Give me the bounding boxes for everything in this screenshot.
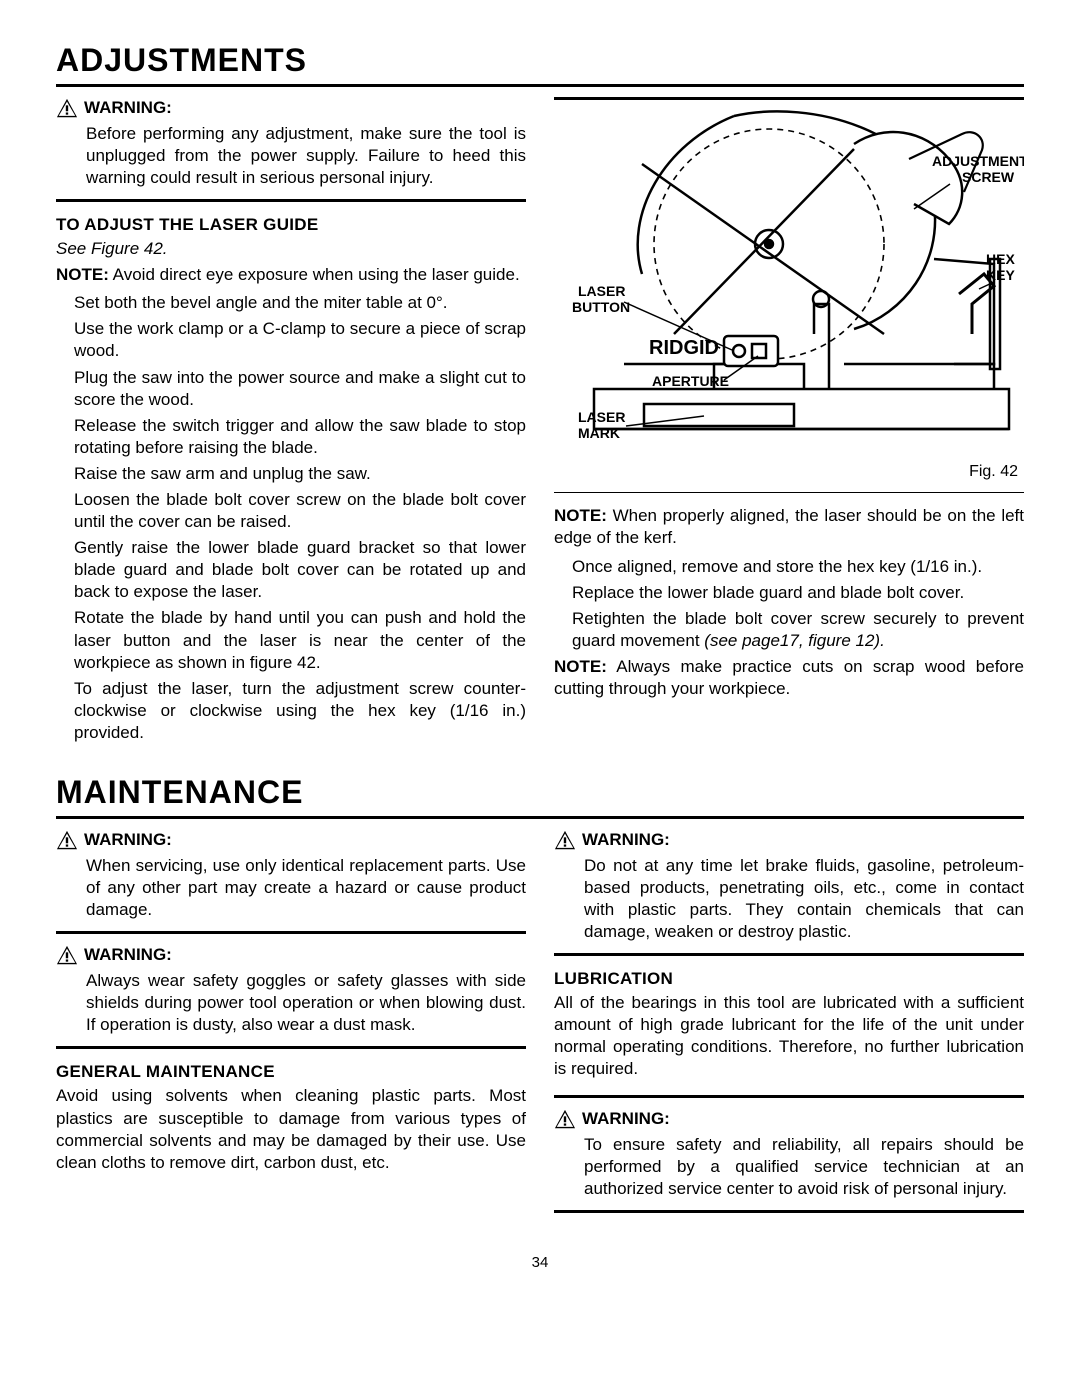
maint-warning-left1: WARNING: When servicing, use only identi… [56,829,526,921]
page-number: 34 [56,1253,1024,1273]
laser-note2: NOTE: When properly aligned, the laser s… [554,505,1024,549]
warning-heading: WARNING: [56,829,526,851]
step-item: Set both the bevel angle and the miter t… [56,292,526,314]
adjustments-title: ADJUSTMENTS [56,40,1024,87]
laser-steps-left: Set both the bevel angle and the miter t… [56,292,526,744]
warning-triangle-icon [56,830,78,850]
laser-note1: NOTE: Avoid direct eye exposure when usi… [56,264,526,286]
warning-triangle-icon [56,98,78,118]
warning-heading: WARNING: [56,944,526,966]
step-item: Loosen the blade bolt cover screw on the… [56,489,526,533]
laser-steps-right: Once aligned, remove and store the hex k… [554,556,1024,652]
warning-triangle-icon [554,1109,576,1129]
warning-body: When servicing, use only identical repla… [86,855,526,921]
label-laser1: LASER [578,283,625,299]
maint-warning-right2: WARNING: To ensure safety and reliabilit… [554,1108,1024,1200]
rule [554,953,1024,956]
maintenance-section: MAINTENANCE WARNING: When servicing, use… [56,772,1024,1223]
warning-label: WARNING: [582,1108,670,1130]
see-figure-ref: See Figure 42. [56,238,526,260]
label-button: BUTTON [572,299,630,315]
lubrication-body: All of the bearings in this tool are lub… [554,992,1024,1080]
warning-label: WARNING: [84,944,172,966]
step-item: Raise the saw arm and unplug the saw. [56,463,526,485]
rule [554,1095,1024,1098]
note-lead: NOTE: [554,657,607,676]
step-item: Use the work clamp or a C-clamp to secur… [56,318,526,362]
label-laser2: LASER [578,409,625,425]
note-body: Avoid direct eye exposure when using the… [109,265,520,284]
label-mark: MARK [578,425,620,441]
adjustments-section: ADJUSTMENTS WARNING: Before performing a… [56,40,1024,748]
label-key: KEY [986,267,1015,283]
step-item: Plug the saw into the power source and m… [56,367,526,411]
rule [56,1046,526,1049]
warning-label: WARNING: [582,829,670,851]
maint-warning-right1: WARNING: Do not at any time let brake fl… [554,829,1024,943]
rule [56,931,526,934]
step-item: Once aligned, remove and store the hex k… [554,556,1024,578]
warning-heading: WARNING: [554,829,1024,851]
note-body: Always make practice cuts on scrap wood … [554,657,1024,698]
rule [56,199,526,202]
general-maintenance-heading: GENERAL MAINTENANCE [56,1061,526,1083]
warning-body: Always wear safety goggles or safety gla… [86,970,526,1036]
warning-triangle-icon [554,830,576,850]
note-body: When properly aligned, the laser should … [554,506,1024,547]
warning-body: To ensure safety and reliability, all re… [584,1134,1024,1200]
maint-warning-left2: WARNING: Always wear safety goggles or s… [56,944,526,1036]
adjustments-two-col: WARNING: Before performing any adjustmen… [56,97,1024,748]
warning-body: Do not at any time let brake fluids, gas… [584,855,1024,943]
step-item: To adjust the laser, turn the adjustment… [56,678,526,744]
step-item: Replace the lower blade guard and blade … [554,582,1024,604]
laser-note3: NOTE: Always make practice cuts on scrap… [554,656,1024,700]
figure-42: RIDGID ADJUSTMENT SCREW HEX KEY LASER BU… [554,97,1024,494]
label-hex: HEX [986,251,1015,267]
label-screw: SCREW [962,169,1015,185]
figure-caption: Fig. 42 [554,462,1024,483]
warning-heading: WARNING: [56,97,526,119]
maintenance-two-col: WARNING: When servicing, use only identi… [56,829,1024,1223]
maintenance-title: MAINTENANCE [56,772,1024,819]
warning-heading: WARNING: [554,1108,1024,1130]
general-maintenance-body: Avoid using solvents when cleaning plast… [56,1085,526,1173]
adjustments-warning-block: WARNING: Before performing any adjustmen… [56,97,526,189]
adjustments-right-col: RIDGID ADJUSTMENT SCREW HEX KEY LASER BU… [554,97,1024,748]
note-lead: NOTE: [56,265,109,284]
step-item: Rotate the blade by hand until you can p… [56,607,526,673]
warning-label: WARNING: [84,829,172,851]
label-adjustment: ADJUSTMENT [932,153,1024,169]
note-lead: NOTE: [554,506,607,525]
warning-label: WARNING: [84,97,172,119]
rule [554,1210,1024,1213]
warning-body: Before performing any adjustment, make s… [86,123,526,189]
step-item: Gently raise the lower blade guard brack… [56,537,526,603]
step-ref-italic: (see page17, figure 12). [704,631,885,650]
maintenance-left-col: WARNING: When servicing, use only identi… [56,829,526,1223]
warning-triangle-icon [56,945,78,965]
maintenance-right-col: WARNING: Do not at any time let brake fl… [554,829,1024,1223]
adjustments-left-col: WARNING: Before performing any adjustmen… [56,97,526,748]
laser-guide-heading: TO ADJUST THE LASER GUIDE [56,214,526,236]
miter-saw-diagram: RIDGID ADJUSTMENT SCREW HEX KEY LASER BU… [554,104,1024,484]
step-item: Retighten the blade bolt cover screw sec… [554,608,1024,652]
lubrication-heading: LUBRICATION [554,968,1024,990]
step-item: Release the switch trigger and allow the… [56,415,526,459]
label-aperture: APERTURE [652,373,729,389]
